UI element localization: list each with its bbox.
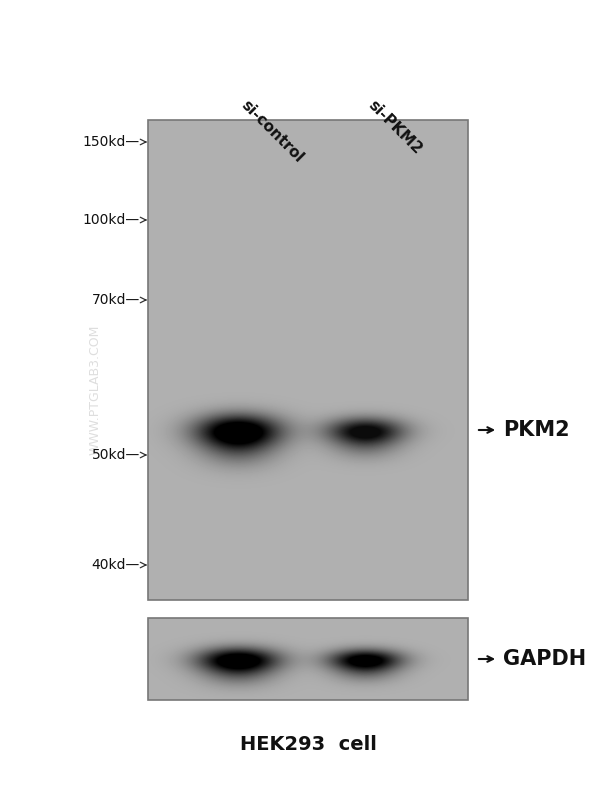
Text: 50kd—: 50kd— — [92, 448, 140, 462]
Text: HEK293  cell: HEK293 cell — [239, 735, 376, 754]
Bar — [148, 618, 468, 700]
Text: WWW.PTGLAB3.COM: WWW.PTGLAB3.COM — [89, 325, 101, 455]
Text: GAPDH: GAPDH — [503, 649, 586, 669]
Text: si-control: si-control — [238, 98, 306, 166]
Text: 40kd—: 40kd— — [92, 558, 140, 572]
Text: si-PKM2: si-PKM2 — [365, 98, 425, 157]
Text: 70kd—: 70kd— — [92, 293, 140, 307]
Bar — [148, 120, 468, 600]
Text: PKM2: PKM2 — [503, 420, 569, 440]
Text: 100kd—: 100kd— — [83, 213, 140, 227]
Text: 150kd—: 150kd— — [83, 135, 140, 149]
